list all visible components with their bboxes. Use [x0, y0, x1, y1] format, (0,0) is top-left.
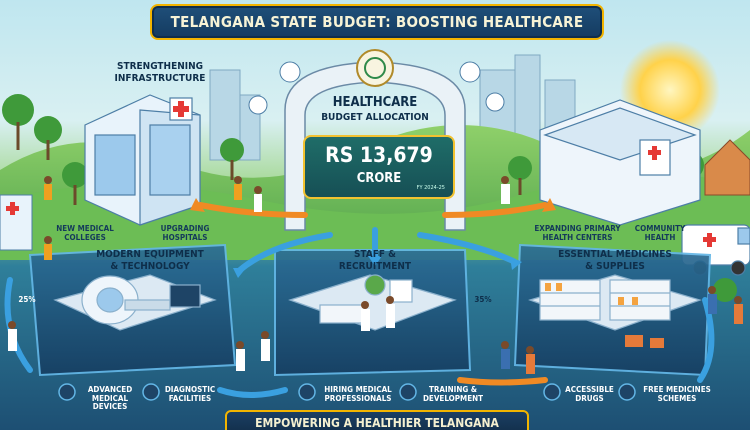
budget-amount: RS 13,679 [325, 143, 433, 167]
diagnostic-facilities-line1: DIAGNOSTIC [164, 385, 216, 394]
advanced-devices-line2: MEDICAL DEVICES [91, 394, 129, 412]
caption-icons [58, 383, 636, 401]
advanced-devices-line1: ADVANCED [87, 385, 133, 394]
staff-percent: 35% [474, 295, 492, 304]
free-medicines-line1: FREE MEDICINES [643, 385, 711, 394]
state-emblem [356, 49, 394, 87]
staff-title-line2: RECRUITMENT [338, 261, 412, 272]
flow-arrows [4, 202, 715, 398]
allocation-heading-line2: BUDGET ALLOCATION [321, 112, 429, 123]
diagnostic-facilities-line2: FACILITIES [168, 394, 212, 403]
title-banner: TELANGANA STATE BUDGET: BOOSTING HEALTHC… [150, 4, 604, 40]
medicines-title-line1: ESSENTIAL MEDICINES [558, 249, 672, 260]
fiscal-year: FY 2024-25 [416, 185, 445, 191]
budget-amount-box: RS 13,679 CRORE FY 2024-25 [303, 135, 455, 199]
primary-health-centers-line2: HEALTH CENTERS [542, 233, 613, 242]
mri-scanner [53, 274, 217, 331]
accessible-drugs-line2: DRUGS [575, 394, 604, 403]
primary-health-centers-line1: EXPANDING PRIMARY [534, 224, 621, 233]
primary-health-center [539, 99, 701, 226]
arrowheads [190, 198, 556, 278]
page-title: TELANGANA STATE BUDGET: BOOSTING HEALTHC… [170, 13, 584, 31]
pharmacy-shelves [528, 274, 702, 331]
upgrading-hospitals-line2: HOSPITALS [162, 233, 208, 242]
people [8, 176, 743, 374]
infrastructure-title-line1: STRENGTHENING [116, 61, 204, 72]
training-development-line2: DEVELOPMENT [422, 394, 484, 403]
community-health-line2: HEALTH [644, 233, 676, 242]
accessible-drugs-line1: ACCESSIBLE [565, 385, 614, 394]
new-medical-colleges-line1: NEW MEDICAL [56, 224, 114, 233]
community-health-line1: COMMUNITY [634, 224, 686, 233]
equipment-title-line1: MODERN EQUIPMENT [96, 249, 204, 260]
staff-title-line1: STAFF & [353, 249, 397, 260]
hiring-professionals-line1: HIRING MEDICAL [324, 385, 392, 394]
equipment-percent: 25% [18, 295, 36, 304]
equipment-title-line2: & TECHNOLOGY [110, 261, 190, 272]
medicines-title-line2: & SUPPLIES [585, 261, 645, 272]
infrastructure-title-line2: INFRASTRUCTURE [114, 73, 206, 84]
upgrading-hospitals-line1: UPGRADING [160, 224, 210, 233]
hospital-cross-icon [173, 101, 189, 117]
floating-health-icons [248, 61, 505, 115]
budget-unit: CRORE [356, 171, 402, 186]
footer-banner: EMPOWERING A HEALTHIER TELANGANA [225, 410, 529, 430]
allocation-heading-line1: HEALTHCARE [332, 95, 418, 110]
hiring-professionals-line2: PROFESSIONALS [324, 394, 392, 403]
free-medicines-line2: SCHEMES [657, 394, 697, 403]
training-development-line1: TRAINING & [428, 385, 478, 394]
new-medical-colleges-line2: COLLEGES [64, 233, 106, 242]
footer-text: EMPOWERING A HEALTHIER TELANGANA [255, 416, 499, 430]
